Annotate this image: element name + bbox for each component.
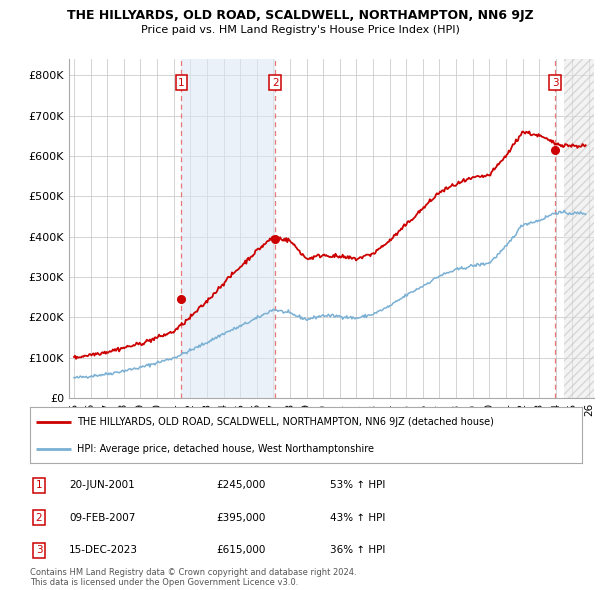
Text: 2: 2 [272,78,278,88]
Bar [564,59,594,398]
Text: 3: 3 [35,545,43,555]
Text: 3: 3 [552,78,559,88]
Text: £615,000: £615,000 [216,545,265,555]
Text: 20-JUN-2001: 20-JUN-2001 [69,480,135,490]
Text: HPI: Average price, detached house, West Northamptonshire: HPI: Average price, detached house, West… [77,444,374,454]
Text: £245,000: £245,000 [216,480,265,490]
Text: 53% ↑ HPI: 53% ↑ HPI [330,480,385,490]
Text: 15-DEC-2023: 15-DEC-2023 [69,545,138,555]
Text: THE HILLYARDS, OLD ROAD, SCALDWELL, NORTHAMPTON, NN6 9JZ: THE HILLYARDS, OLD ROAD, SCALDWELL, NORT… [67,9,533,22]
Bar [181,59,275,398]
Text: £395,000: £395,000 [216,513,265,523]
Text: 1: 1 [35,480,43,490]
Text: Contains HM Land Registry data © Crown copyright and database right 2024.
This d: Contains HM Land Registry data © Crown c… [30,568,356,587]
Text: THE HILLYARDS, OLD ROAD, SCALDWELL, NORTHAMPTON, NN6 9JZ (detached house): THE HILLYARDS, OLD ROAD, SCALDWELL, NORT… [77,417,494,427]
Text: 09-FEB-2007: 09-FEB-2007 [69,513,136,523]
Text: 1: 1 [178,78,185,88]
Text: Price paid vs. HM Land Registry's House Price Index (HPI): Price paid vs. HM Land Registry's House … [140,25,460,35]
Text: 43% ↑ HPI: 43% ↑ HPI [330,513,385,523]
Text: 36% ↑ HPI: 36% ↑ HPI [330,545,385,555]
Text: 2: 2 [35,513,43,523]
